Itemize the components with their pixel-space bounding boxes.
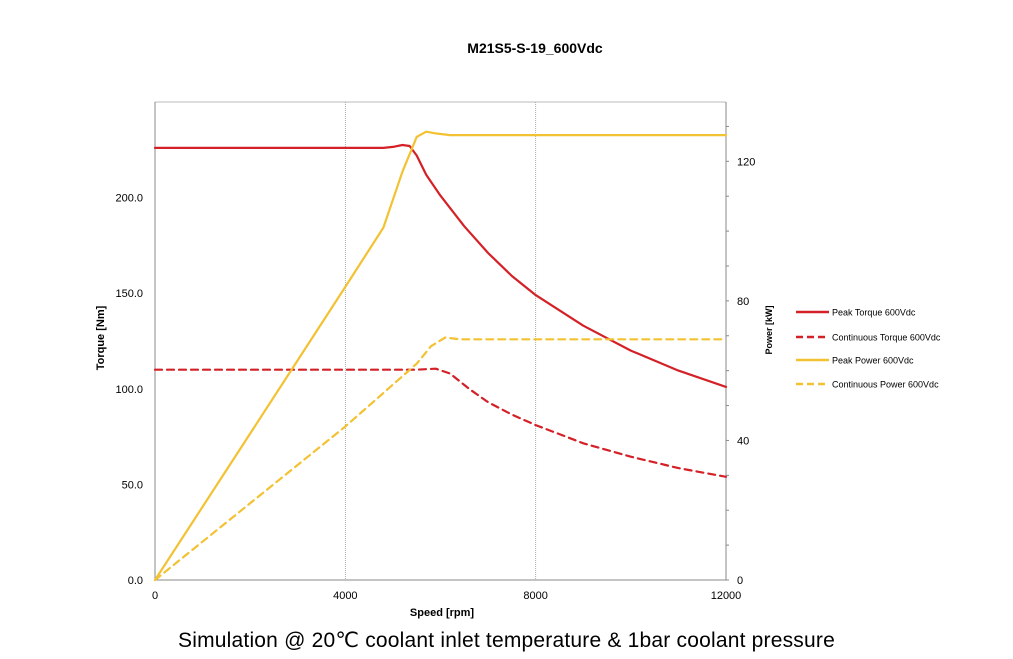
x-axis-label: Speed [rpm]	[410, 607, 475, 619]
series-line-1	[153, 143, 728, 388]
simulation-caption: Simulation @ 20℃ coolant inlet temperatu…	[178, 629, 835, 652]
y-axis-right-label: Power [kW]	[764, 305, 774, 354]
legend: Peak Torque 600Vdc Continuous Torque 600V…	[796, 308, 941, 390]
series-line-2	[153, 367, 728, 478]
series-line-3	[153, 130, 728, 582]
legend-label: Peak Power 600Vdc	[832, 356, 914, 366]
y-right-tick-label: 80	[737, 296, 749, 308]
y-left-tick-label: 100.0	[115, 384, 143, 396]
x-tick-label: 12000	[711, 590, 742, 602]
y-right-tick-label: 40	[737, 435, 749, 447]
chart-title: M21S5-S-19_600Vdc	[467, 40, 603, 56]
y-axis-left-label: Torque [Nm]	[95, 305, 107, 370]
y-right-tick-label: 0	[737, 575, 743, 587]
x-tick-label: 8000	[523, 590, 547, 602]
legend-label: Peak Torque 600Vdc	[832, 308, 916, 318]
series-line-4	[153, 336, 728, 582]
y-left-tick-label: 0.0	[128, 575, 143, 587]
axis-ticks: 0 4000 8000 12000 0.0 50.0 100.0 150.0 200.0 0 40 8…	[115, 125, 755, 602]
legend-label: Continuous Power 600Vdc	[832, 380, 939, 390]
series-lines	[153, 130, 728, 582]
y-left-tick-label: 150.0	[115, 288, 143, 300]
y-left-tick-label: 200.0	[115, 193, 143, 205]
x-tick-label: 4000	[333, 590, 357, 602]
legend-label: Continuous Torque 600Vdc	[832, 333, 941, 343]
x-tick-label: 0	[152, 590, 158, 602]
y-left-tick-label: 50.0	[122, 479, 143, 491]
y-right-tick-label: 120	[737, 156, 755, 168]
plot-frame	[154, 101, 727, 581]
grid-lines	[344, 102, 537, 580]
